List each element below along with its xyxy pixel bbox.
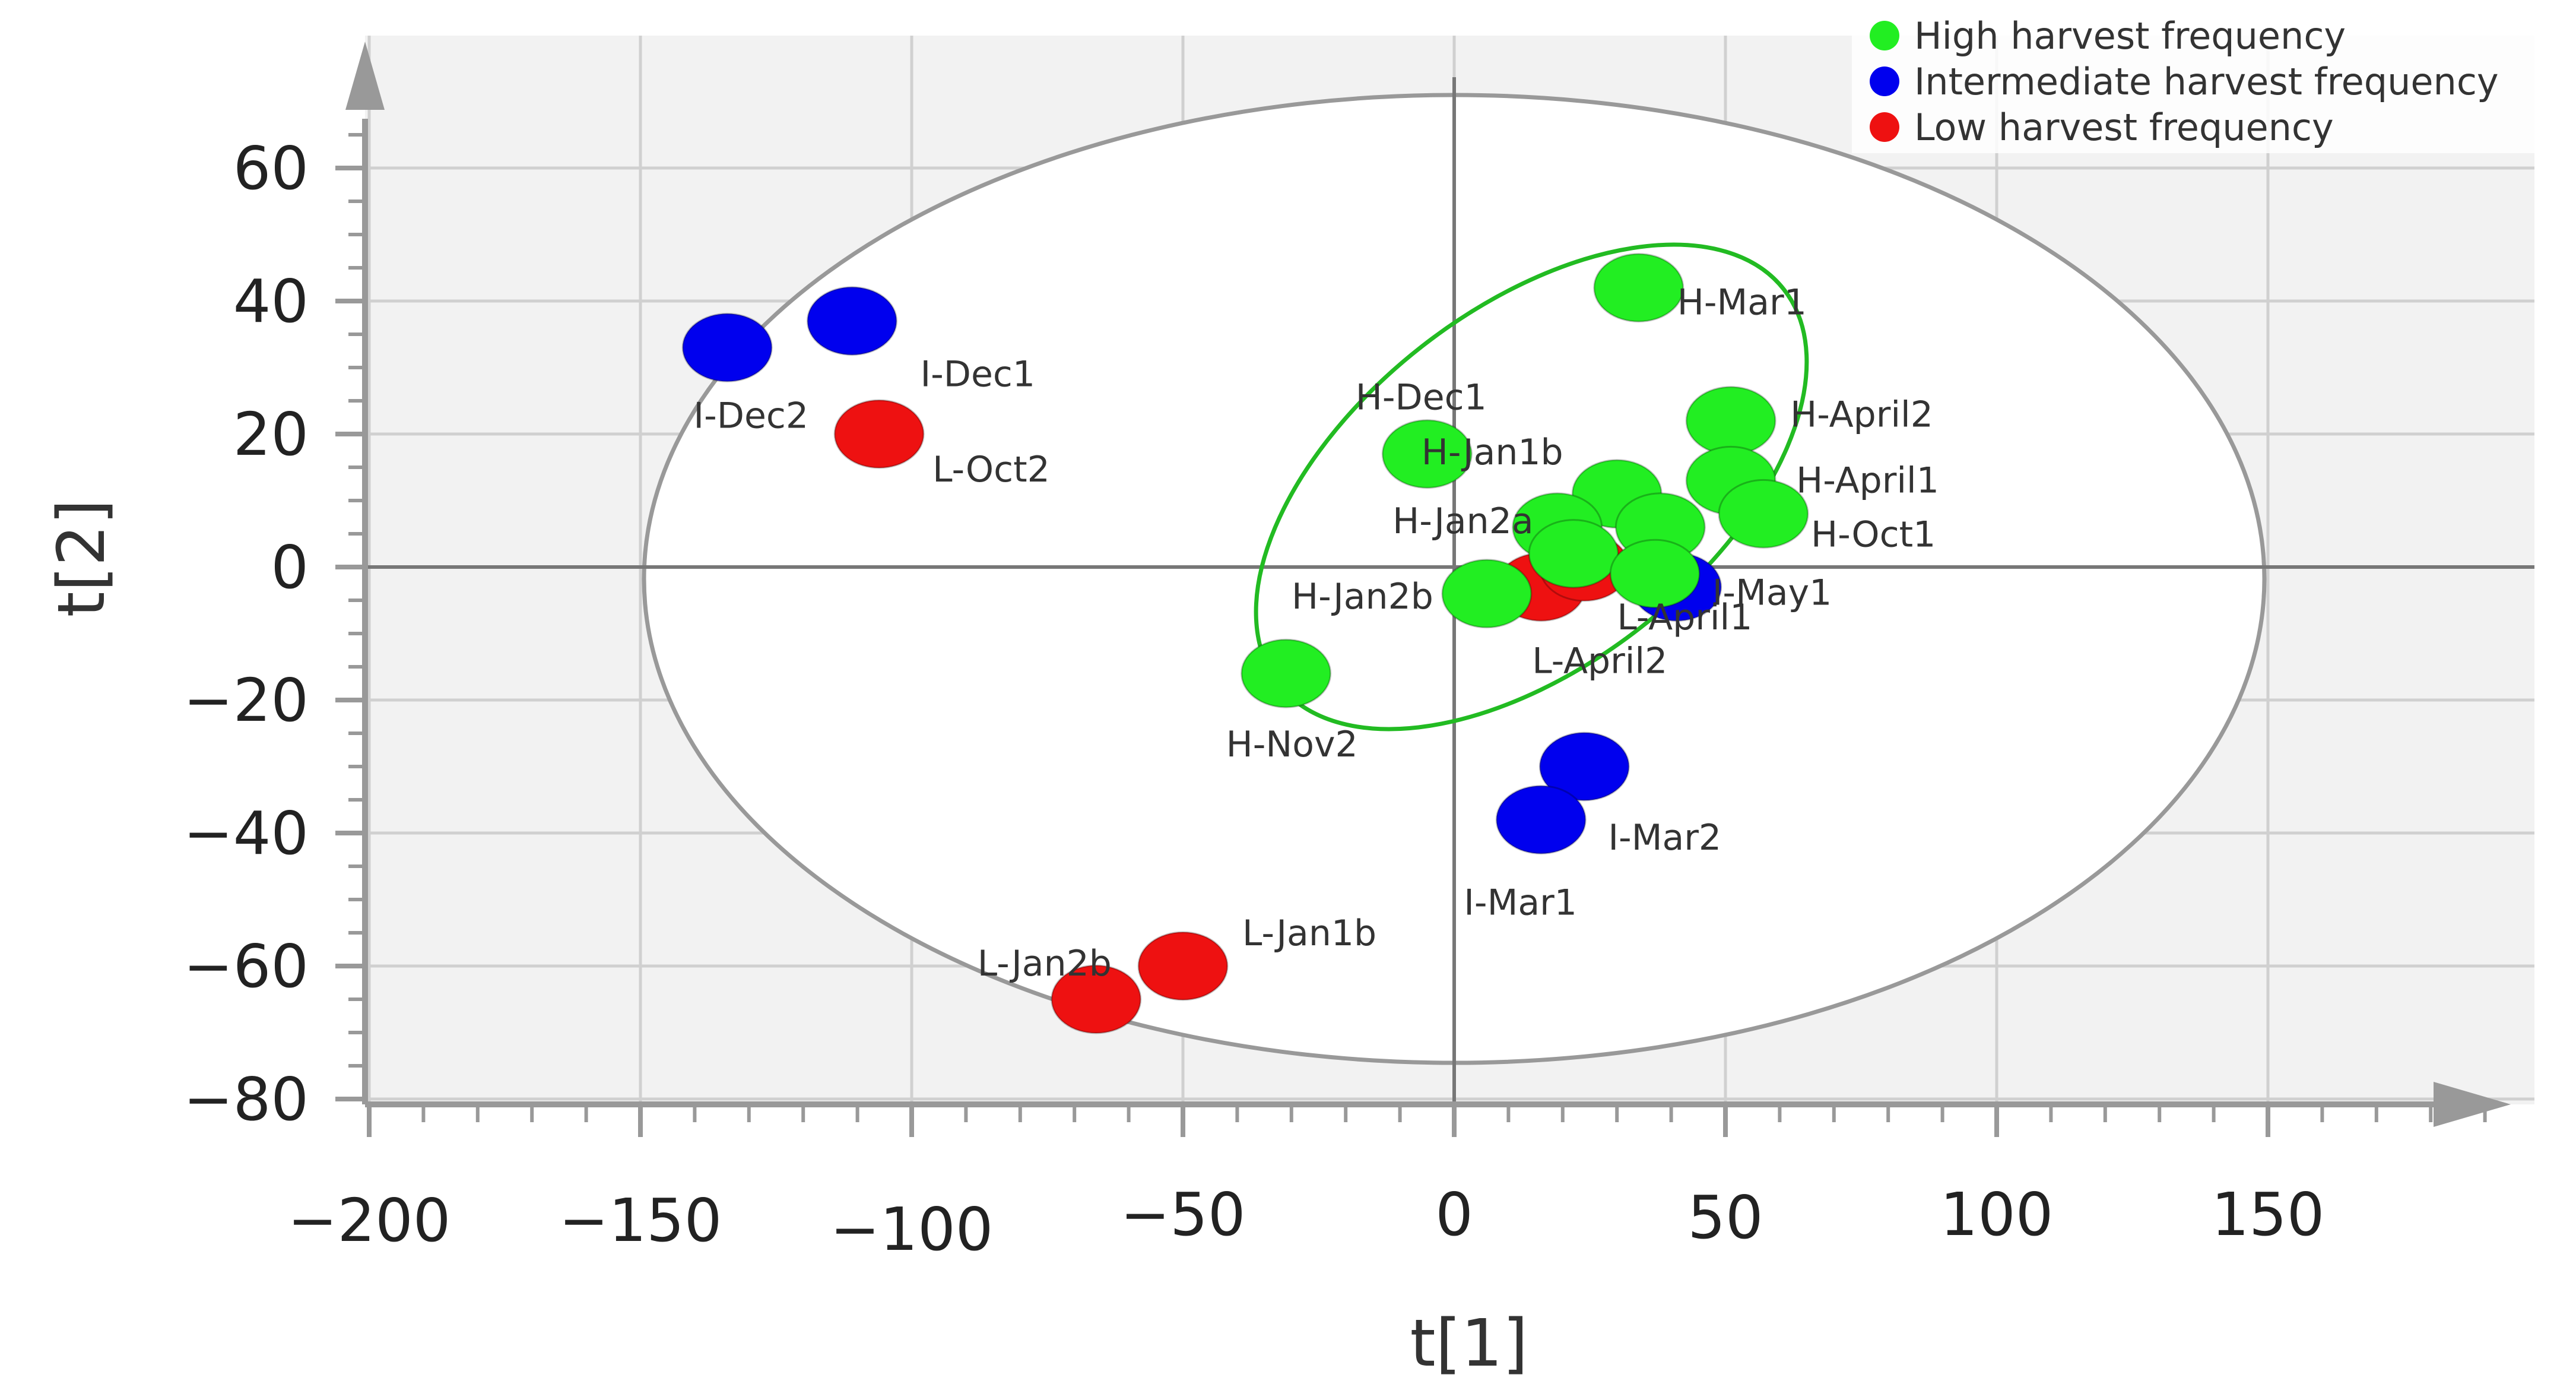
legend-marker [1870, 112, 1899, 142]
x-tick-label: 0 [1435, 1180, 1473, 1249]
data-point [1718, 479, 1809, 549]
point-label: H-Mar1 [1677, 282, 1807, 324]
y-axis-arrow-icon [345, 42, 385, 110]
y-tick-label: −60 [183, 932, 309, 1001]
point-label: H-Jan2b [1292, 576, 1433, 618]
x-axis-arrow-icon [2434, 1082, 2511, 1127]
data-points [681, 253, 1809, 1034]
data-point [1137, 931, 1229, 1001]
data-point [1609, 539, 1701, 609]
legend-label: Intermediate harvest frequency [1914, 60, 2499, 103]
data-point [1538, 732, 1630, 802]
legend-label: High harvest frequency [1914, 14, 2346, 58]
data-point [1241, 638, 1332, 708]
x-tick-label: 100 [1940, 1180, 2054, 1249]
x-tick-label: 150 [2212, 1180, 2325, 1249]
y-tick-label: 20 [233, 400, 309, 469]
point-label: H-Jan2a [1392, 501, 1534, 542]
axes [335, 42, 2511, 1137]
x-tick-marks [367, 1104, 2487, 1137]
data-point [806, 286, 897, 356]
x-tick-label: −50 [1120, 1180, 1245, 1249]
y-tick-label: −40 [183, 799, 309, 868]
data-point [1528, 519, 1619, 589]
x-axis-title: t[1] [1410, 1305, 1528, 1381]
data-point [681, 312, 773, 382]
point-label: L-Jan1b [1242, 913, 1376, 954]
y-tick-marks [335, 100, 365, 1101]
point-label: I-Dec2 [693, 395, 808, 436]
point-label: L-April2 [1532, 641, 1667, 682]
x-tick-label: −200 [288, 1186, 451, 1255]
x-tick-labels: −200 −150 −100 −50 0 50 100 150 [288, 1180, 2325, 1264]
x-tick-label: 50 [1687, 1183, 1763, 1252]
point-label: H-Oct1 [1811, 514, 1936, 555]
point-label: I-May1 [1712, 572, 1832, 614]
point-label: L-April1 [1617, 597, 1752, 638]
point-label: I-Dec1 [920, 354, 1035, 395]
legend-background [1852, 11, 2570, 153]
point-label: I-Mar1 [1464, 882, 1577, 924]
data-point [1495, 785, 1587, 855]
data-point [1441, 559, 1533, 629]
point-label: H-Nov2 [1226, 724, 1358, 765]
data-point [1381, 419, 1473, 489]
y-tick-labels: 60 40 20 0 −20 −40 −60 −80 [183, 134, 309, 1134]
data-point [833, 399, 925, 469]
y-tick-label: −80 [183, 1065, 309, 1134]
y-tick-label: 40 [233, 267, 309, 336]
point-label: H-Jan1b [1422, 432, 1563, 473]
data-point [1593, 253, 1684, 323]
point-label: H-April2 [1790, 394, 1933, 436]
y-axis-title: t[2] [43, 499, 119, 618]
legend-marker [1870, 66, 1899, 96]
point-label: L-Jan2b [978, 943, 1112, 984]
legend-label: Low harvest frequency [1914, 106, 2334, 149]
y-tick-label: 60 [233, 134, 309, 203]
point-labels: H-Mar1 H-Dec1 H-April2 H-April1 H-Oct1 H-Jan1… [693, 282, 1939, 984]
x-tick-label: −100 [830, 1195, 994, 1264]
point-label: H-April1 [1796, 460, 1939, 501]
point-label: H-Dec1 [1356, 377, 1487, 419]
legend-marker [1870, 21, 1899, 50]
data-point [1685, 386, 1776, 456]
point-label: L-Oct2 [932, 449, 1050, 490]
y-tick-label: 0 [271, 533, 309, 602]
y-tick-label: −20 [183, 666, 309, 735]
point-label: I-Mar2 [1608, 817, 1721, 859]
plot-area [365, 36, 2534, 1104]
data-point [1051, 964, 1142, 1034]
x-tick-label: −150 [559, 1186, 722, 1255]
